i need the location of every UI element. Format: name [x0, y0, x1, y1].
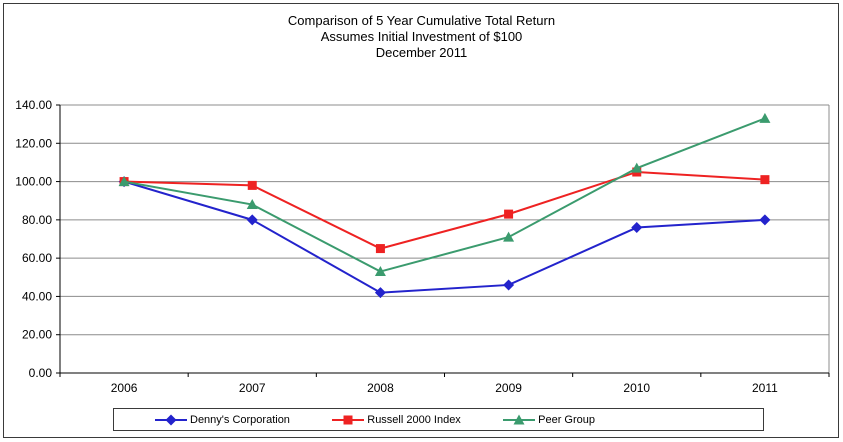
svg-text:0.00: 0.00: [29, 366, 53, 380]
svg-text:2011: 2011: [752, 381, 778, 395]
chart-title-line1: Comparison of 5 Year Cumulative Total Re…: [287, 13, 556, 28]
line-square-marker-icon: [332, 415, 365, 424]
svg-text:2007: 2007: [239, 381, 266, 395]
svg-text:140.00: 140.00: [15, 98, 52, 112]
line-diamond-marker-icon: [155, 414, 187, 425]
chart-legend: Denny's Corporation Russell 2000 Index P…: [113, 408, 764, 431]
legend-label: Peer Group: [538, 413, 595, 426]
line-triangle-marker-icon: [503, 414, 536, 424]
legend-item-dennys-corporation: Denny's Corporation: [154, 414, 290, 426]
chart-outer-border: [3, 3, 839, 438]
legend-label: Russell 2000 Index: [367, 413, 461, 426]
svg-text:120.00: 120.00: [15, 136, 52, 150]
svg-text:2006: 2006: [111, 381, 138, 395]
legend-label: Denny's Corporation: [190, 413, 290, 426]
svg-text:2008: 2008: [367, 381, 394, 395]
svg-text:2009: 2009: [495, 381, 522, 395]
svg-text:60.00: 60.00: [22, 251, 52, 265]
svg-text:40.00: 40.00: [22, 289, 52, 303]
svg-text:2010: 2010: [623, 381, 650, 395]
legend-item-russell-2000-index: Russell 2000 Index: [331, 414, 461, 426]
svg-text:80.00: 80.00: [22, 213, 52, 227]
svg-text:20.00: 20.00: [22, 328, 52, 342]
legend-item-peer-group: Peer Group: [502, 414, 595, 426]
chart-title-line3: December 2011: [375, 45, 468, 60]
svg-text:100.00: 100.00: [15, 175, 52, 189]
chart-title-line2: Assumes Initial Investment of $100: [320, 29, 523, 44]
chart-title: Comparison of 5 Year Cumulative Total Re…: [0, 13, 843, 61]
